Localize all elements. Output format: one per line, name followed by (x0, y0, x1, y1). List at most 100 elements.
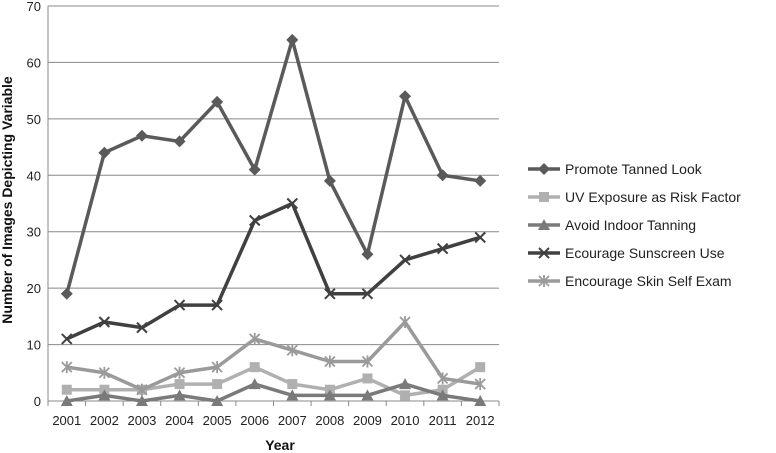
data-point (474, 174, 487, 187)
legend-item: Promote Tanned Look (528, 161, 703, 177)
data-point (361, 389, 374, 401)
legend-item: Encourage Skin Self Exam (528, 273, 732, 289)
x-tick-label: 2007 (278, 413, 307, 428)
data-point (61, 384, 72, 395)
legend-marker (538, 247, 550, 259)
x-tick-label: 2005 (203, 413, 232, 428)
series-2 (60, 378, 487, 406)
legend-label: Avoid Indoor Tanning (565, 217, 696, 233)
data-point (399, 90, 412, 103)
gridlines (48, 5, 499, 402)
data-point (98, 389, 111, 401)
axes: 0 10 20 30 40 50 60 70 2001 2002 2003 2004 2005 2006 2… (27, 0, 500, 428)
legend-label: Promote Tanned Look (565, 161, 703, 177)
legend-item: Ecourage Sunscreen Use (528, 245, 725, 261)
data-point (211, 299, 223, 311)
data-point (400, 390, 411, 401)
legend-label: Encourage Skin Self Exam (565, 273, 732, 289)
series-line (66, 201, 481, 341)
x-tick-label: 2003 (127, 413, 156, 428)
y-tick-label: 60 (27, 55, 41, 70)
data-point (98, 316, 111, 328)
legend-marker (539, 192, 549, 202)
series-0 (60, 33, 487, 300)
data-point (249, 362, 260, 373)
data-point (211, 361, 223, 374)
x-tick-label: 2009 (353, 413, 382, 428)
y-axis-title: Number of Images Depicting Variable (0, 76, 15, 324)
data-point (61, 361, 73, 374)
series-4 (61, 316, 486, 396)
x-tick-label: 2001 (52, 413, 81, 428)
legend-label: UV Exposure as Risk Factor (565, 189, 741, 205)
data-point (323, 174, 336, 187)
legend-marker (538, 163, 550, 175)
data-point (399, 316, 411, 328)
legend-marker (538, 219, 550, 230)
x-tick-label: 2011 (429, 413, 457, 428)
series-line (65, 38, 481, 295)
data-point (361, 288, 374, 300)
legend-item: UV Exposure as Risk Factor (528, 189, 741, 205)
legend-label: Ecourage Sunscreen Use (565, 245, 725, 261)
x-tick-label: 2004 (165, 413, 194, 428)
series-line (66, 320, 481, 392)
data-point (286, 344, 298, 357)
y-tick-label: 40 (27, 168, 41, 183)
data-point (60, 287, 73, 300)
y-tick-label: 10 (27, 338, 41, 353)
data-point (436, 169, 449, 182)
data-point (361, 355, 374, 368)
data-point (324, 288, 336, 300)
data-point (98, 366, 111, 379)
data-point (286, 33, 299, 46)
data-point (286, 197, 298, 210)
data-point (399, 254, 411, 266)
data-point (212, 379, 223, 390)
data-point (436, 242, 449, 255)
data-point (324, 355, 336, 368)
legend-item: Avoid Indoor Tanning (528, 217, 696, 233)
series-line (66, 365, 482, 398)
data-point (249, 332, 261, 345)
data-point (61, 333, 73, 345)
x-tick-label: 2008 (315, 413, 344, 428)
data-point (174, 379, 185, 390)
data-point (436, 372, 449, 385)
data-point (211, 95, 224, 108)
data-point (436, 389, 449, 401)
y-tick-label: 20 (27, 281, 41, 296)
legend-marker (538, 275, 550, 287)
x-axis-title: Year (265, 437, 295, 453)
data-point (173, 389, 186, 401)
data-point (474, 231, 486, 244)
x-tick-label: 2012 (466, 413, 495, 428)
y-tick-label: 70 (27, 0, 41, 14)
data-point (136, 383, 148, 396)
data-point (98, 146, 111, 159)
y-tick-label: 50 (27, 112, 41, 127)
data-point (474, 395, 487, 406)
data-point (323, 389, 336, 401)
data-point (361, 248, 374, 261)
data-point (173, 135, 186, 148)
y-tick-label: 30 (27, 225, 41, 240)
x-tick-label: 2010 (391, 413, 420, 428)
y-tick-label: 0 (34, 394, 41, 409)
data-point (475, 362, 486, 373)
data-point (173, 366, 186, 379)
data-point (287, 379, 298, 390)
data-point (211, 395, 224, 406)
data-point (60, 395, 73, 406)
data-point (248, 378, 261, 390)
data-point (249, 214, 261, 227)
data-point (399, 378, 412, 390)
series-lines (60, 33, 487, 406)
series-line (66, 382, 481, 403)
data-point (362, 373, 373, 384)
x-tick-label: 2006 (240, 413, 269, 428)
data-point (173, 299, 186, 311)
data-point (248, 163, 261, 176)
